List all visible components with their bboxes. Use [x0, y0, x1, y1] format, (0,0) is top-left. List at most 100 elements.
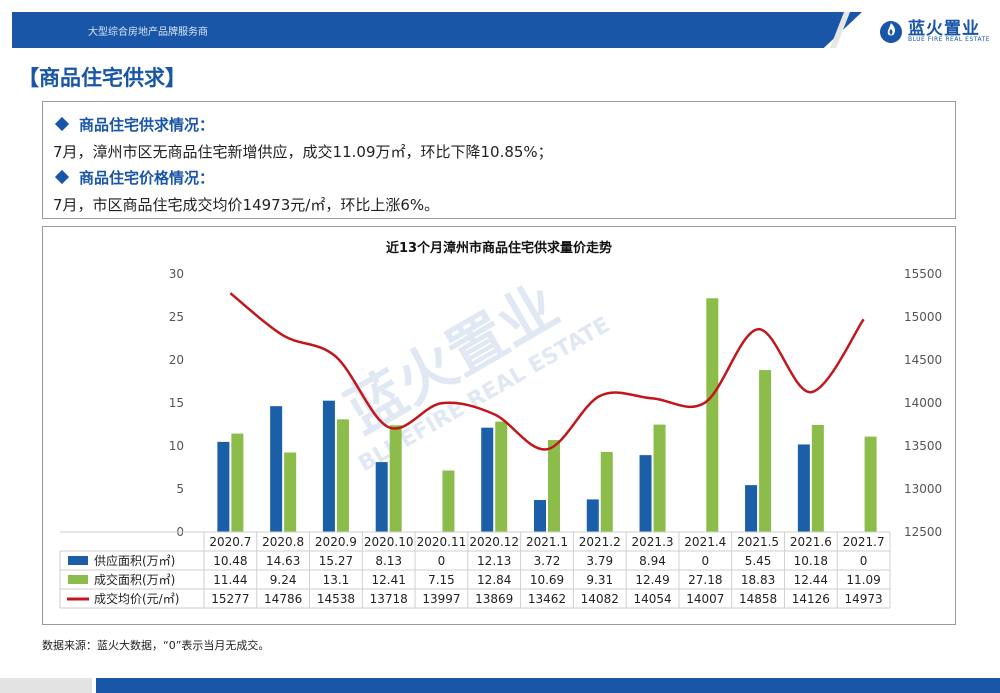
- x-tick-label: 2020.11: [417, 535, 467, 549]
- data-label: 14786: [264, 592, 302, 606]
- supply-bar: [217, 441, 230, 532]
- y-right-tick-label: 14500: [904, 353, 942, 367]
- data-label: 3.79: [586, 554, 613, 568]
- data-label: 10.69: [530, 573, 564, 587]
- supply-bar: [534, 500, 546, 532]
- data-label: 13869: [475, 592, 513, 606]
- price-line: [229, 292, 865, 451]
- price-text: 7月，市区商品住宅成交均价14973元/㎡，环比上涨6%。: [53, 196, 440, 214]
- x-tick-label: 2021.4: [684, 535, 726, 549]
- data-label: 14538: [317, 592, 355, 606]
- x-tick-label: 2020.12: [469, 535, 519, 549]
- sales-bar: [864, 436, 877, 532]
- data-label: 10.18: [794, 554, 828, 568]
- data-label: 12.84: [477, 573, 511, 587]
- x-tick-label: 2021.5: [737, 535, 779, 549]
- diamond-bullet-icon: [54, 116, 70, 132]
- legend-label: 成交面积(万㎡): [94, 572, 175, 587]
- data-label: 27.18: [688, 573, 722, 587]
- summary-box: 商品住宅供求情况： 7月，漳州市区无商品住宅新增供应，成交11.09万㎡，环比下…: [42, 101, 956, 219]
- chart-title: 近13个月漳州市商品住宅供求量价走势: [386, 240, 612, 256]
- y-right-tick-label: 13500: [904, 439, 942, 453]
- data-label: 14126: [792, 592, 830, 606]
- data-label: 11.09: [846, 573, 880, 587]
- data-label: 10.48: [213, 554, 247, 568]
- data-label: 13718: [370, 592, 408, 606]
- data-label: 7.15: [428, 573, 455, 587]
- x-tick-label: 2021.2: [579, 535, 621, 549]
- x-tick-label: 2020.9: [315, 535, 357, 549]
- price-heading-line: 商品住宅价格情况：: [53, 167, 214, 188]
- data-label: 14973: [845, 592, 883, 606]
- x-tick-label: 2020.7: [209, 535, 251, 549]
- sales-bar: [389, 425, 402, 532]
- sales-bar: [284, 452, 297, 532]
- sales-bar: [600, 451, 613, 532]
- supply-bar: [745, 485, 758, 532]
- data-label: 3.72: [534, 554, 561, 568]
- legend-label: 供应面积(万㎡): [94, 553, 175, 568]
- diamond-bullet-icon: [54, 169, 70, 185]
- section-title: 【商品住宅供求】: [18, 66, 186, 90]
- sales-bar: [231, 433, 244, 532]
- flame-logo-icon: [880, 21, 902, 43]
- data-label: 8.13: [375, 554, 402, 568]
- y-left-tick-label: 25: [169, 310, 184, 324]
- y-left-tick-label: 20: [169, 353, 184, 367]
- data-label: 15277: [211, 592, 249, 606]
- footer-grey-bar: [0, 678, 92, 693]
- supply-heading: 商品住宅供求情况：: [79, 116, 215, 134]
- y-left-tick-label: 15: [169, 396, 184, 410]
- sales-bar: [336, 419, 349, 532]
- data-label: 9.31: [586, 573, 613, 587]
- footer-blue-bar: [96, 678, 1000, 693]
- data-label: 14007: [686, 592, 724, 606]
- data-label: 12.41: [372, 573, 406, 587]
- data-label: 13462: [528, 592, 566, 606]
- y-right-tick-label: 15000: [904, 310, 942, 324]
- data-label: 0: [701, 554, 709, 568]
- data-label: 13997: [422, 592, 460, 606]
- data-label: 14082: [581, 592, 619, 606]
- sales-bar: [811, 425, 824, 532]
- sales-bar: [548, 440, 560, 532]
- y-right-tick-label: 12500: [904, 525, 942, 539]
- x-tick-label: 2021.6: [790, 535, 832, 549]
- data-label: 14054: [633, 592, 671, 606]
- legend-swatch: [68, 575, 88, 584]
- x-tick-label: 2021.1: [526, 535, 568, 549]
- sales-bar: [495, 421, 508, 532]
- data-label: 13.1: [323, 573, 350, 587]
- data-label: 14858: [739, 592, 777, 606]
- supply-bar: [322, 400, 335, 532]
- logo-chinese-name: 蓝火置业: [908, 19, 980, 39]
- logo-english-name: BLUE FIRE REAL ESTATE: [908, 36, 991, 43]
- data-label: 12.49: [635, 573, 669, 587]
- y-left-tick-label: 10: [169, 439, 184, 453]
- data-label: 8.94: [639, 554, 666, 568]
- data-label: 14.63: [266, 554, 300, 568]
- data-label: 5.45: [745, 554, 772, 568]
- data-label: 12.44: [794, 573, 828, 587]
- data-label: 11.44: [213, 573, 247, 587]
- sales-bar: [442, 470, 455, 532]
- supply-bar: [586, 499, 599, 532]
- supply-bar: [797, 444, 810, 532]
- price-heading: 商品住宅价格情况：: [79, 169, 215, 187]
- supply-bar: [639, 455, 652, 532]
- y-right-tick-label: 13000: [904, 482, 942, 496]
- x-tick-label: 2020.8: [262, 535, 304, 549]
- supply-bar: [375, 462, 388, 532]
- x-tick-label: 2021.7: [843, 535, 885, 549]
- supply-text: 7月，漳州市区无商品住宅新增供应，成交11.09万㎡，环比下降10.85%；: [53, 143, 553, 161]
- data-label: 9.24: [270, 573, 297, 587]
- data-label: 12.13: [477, 554, 511, 568]
- legend-swatch: [68, 556, 88, 565]
- y-right-tick-label: 14000: [904, 396, 942, 410]
- sales-bar: [706, 298, 719, 532]
- company-logo: 蓝火置业 BLUE FIRE REAL ESTATE: [878, 14, 994, 48]
- supply-bar: [481, 427, 494, 532]
- y-right-tick-label: 15500: [904, 267, 942, 281]
